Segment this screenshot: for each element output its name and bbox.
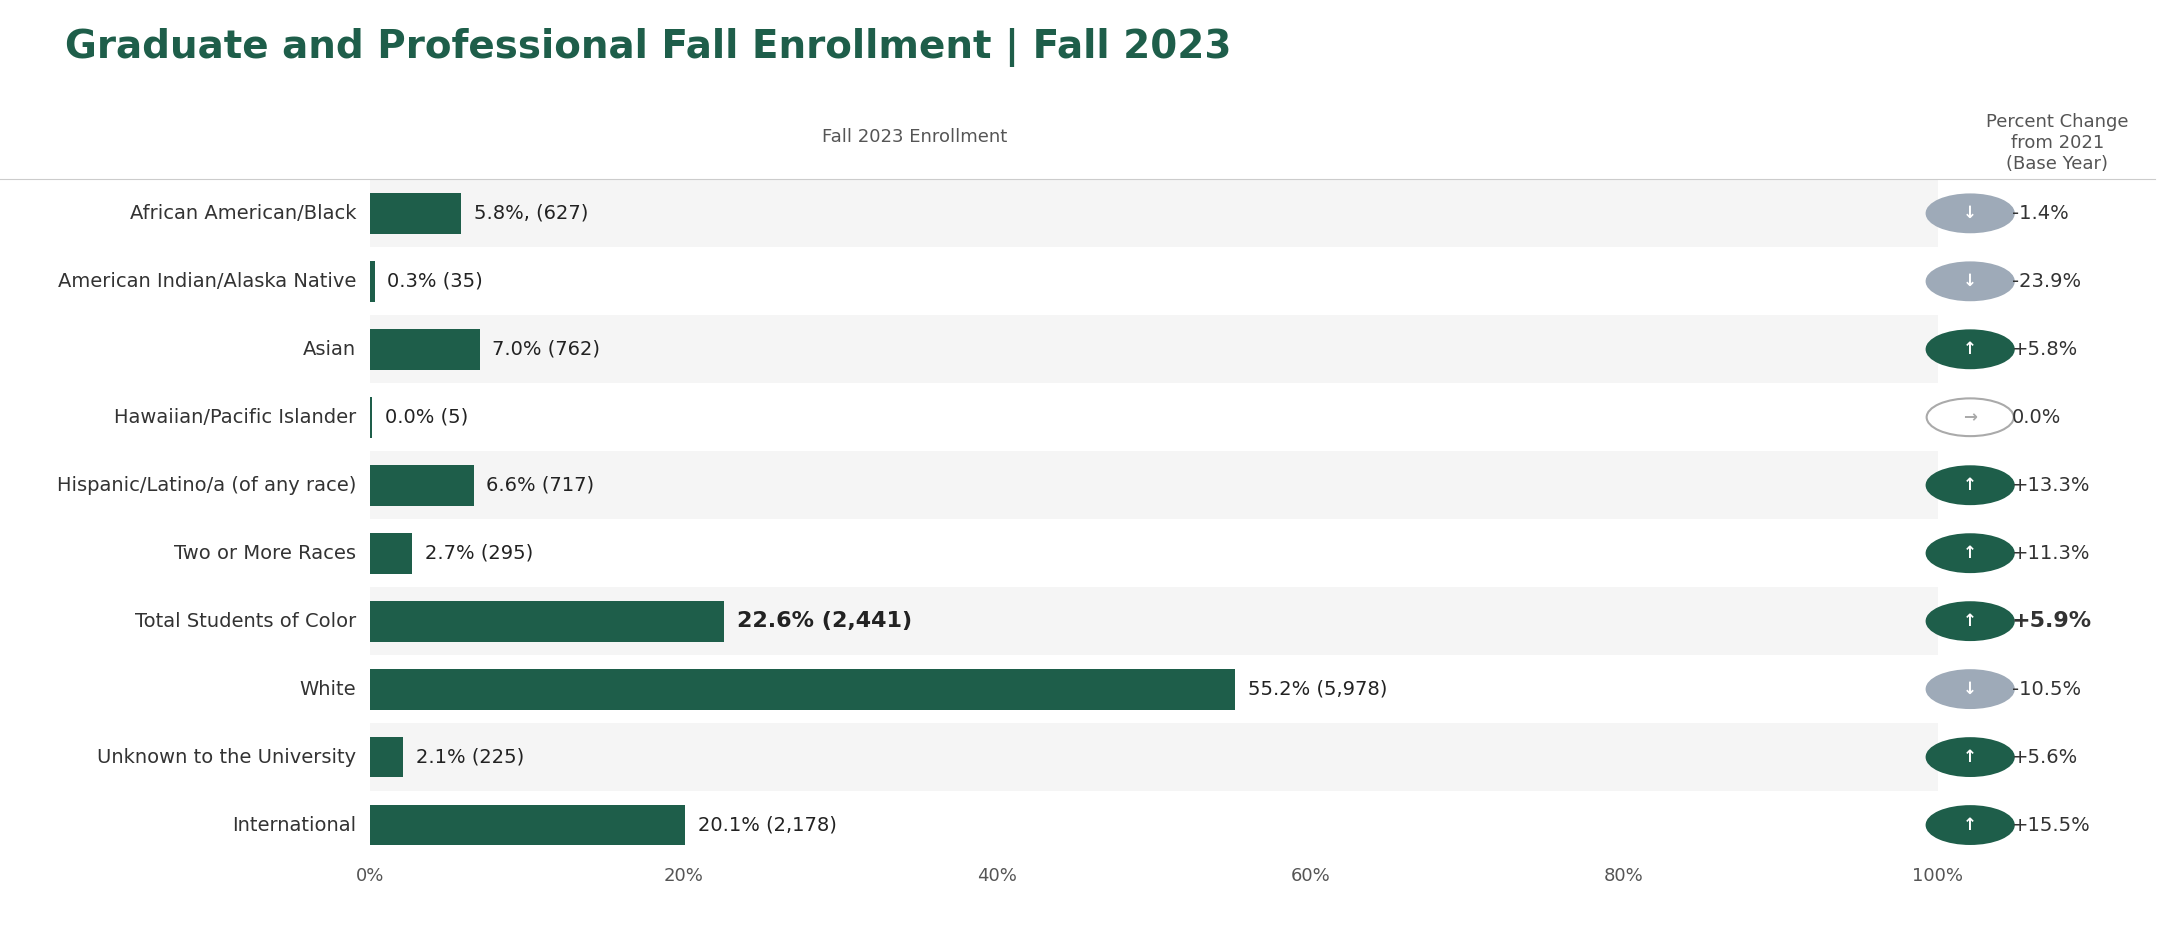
- Bar: [370, 532, 411, 574]
- Text: -10.5%: -10.5%: [2012, 680, 2081, 699]
- Bar: [370, 804, 686, 846]
- Text: Fall 2023 Enrollment: Fall 2023 Enrollment: [821, 128, 1008, 146]
- Text: 0.0%: 0.0%: [2012, 408, 2062, 427]
- Text: +13.3%: +13.3%: [2012, 476, 2090, 495]
- Text: 20.1% (2,178): 20.1% (2,178): [697, 816, 836, 834]
- Text: ↑: ↑: [1964, 612, 1977, 631]
- Text: ↓: ↓: [1964, 272, 1977, 291]
- Text: Graduate and Professional Fall Enrollment | Fall 2023: Graduate and Professional Fall Enrollmen…: [65, 28, 1232, 67]
- Bar: [370, 193, 462, 234]
- Text: +5.6%: +5.6%: [2012, 748, 2077, 767]
- Text: ↓: ↓: [1964, 204, 1977, 223]
- Text: -1.4%: -1.4%: [2012, 204, 2068, 223]
- Text: ↑: ↑: [1964, 748, 1977, 767]
- FancyBboxPatch shape: [370, 315, 1938, 383]
- Text: 2.7% (295): 2.7% (295): [425, 544, 533, 563]
- Text: Percent Change
from 2021
(Base Year): Percent Change from 2021 (Base Year): [1985, 113, 2129, 173]
- FancyBboxPatch shape: [370, 451, 1938, 519]
- Text: ↑: ↑: [1964, 340, 1977, 359]
- FancyBboxPatch shape: [370, 587, 1938, 655]
- Text: 55.2% (5,978): 55.2% (5,978): [1247, 680, 1387, 699]
- Text: 7.0% (762): 7.0% (762): [492, 340, 601, 359]
- Text: +5.9%: +5.9%: [2012, 611, 2092, 632]
- Text: -23.9%: -23.9%: [2012, 272, 2081, 291]
- FancyBboxPatch shape: [370, 723, 1938, 791]
- Text: ↑: ↑: [1964, 476, 1977, 495]
- Bar: [370, 329, 479, 370]
- Text: 0.3% (35): 0.3% (35): [388, 272, 483, 291]
- Bar: [370, 736, 403, 778]
- Text: 6.6% (717): 6.6% (717): [485, 476, 594, 495]
- Text: ↑: ↑: [1964, 816, 1977, 834]
- Bar: [370, 464, 475, 506]
- Bar: [370, 668, 1234, 710]
- Text: ↓: ↓: [1964, 680, 1977, 699]
- Text: ↑: ↑: [1964, 544, 1977, 563]
- Text: +11.3%: +11.3%: [2012, 544, 2090, 563]
- Text: →: →: [1964, 408, 1977, 427]
- Bar: [370, 600, 725, 642]
- FancyBboxPatch shape: [370, 179, 1938, 247]
- Bar: [370, 396, 372, 438]
- Text: 5.8%, (627): 5.8%, (627): [475, 204, 588, 223]
- Bar: [370, 261, 374, 302]
- Text: 22.6% (2,441): 22.6% (2,441): [736, 611, 912, 632]
- Text: +15.5%: +15.5%: [2012, 816, 2090, 834]
- Text: 2.1% (225): 2.1% (225): [416, 748, 525, 767]
- Text: +5.8%: +5.8%: [2012, 340, 2077, 359]
- Text: 0.0% (5): 0.0% (5): [385, 408, 468, 427]
